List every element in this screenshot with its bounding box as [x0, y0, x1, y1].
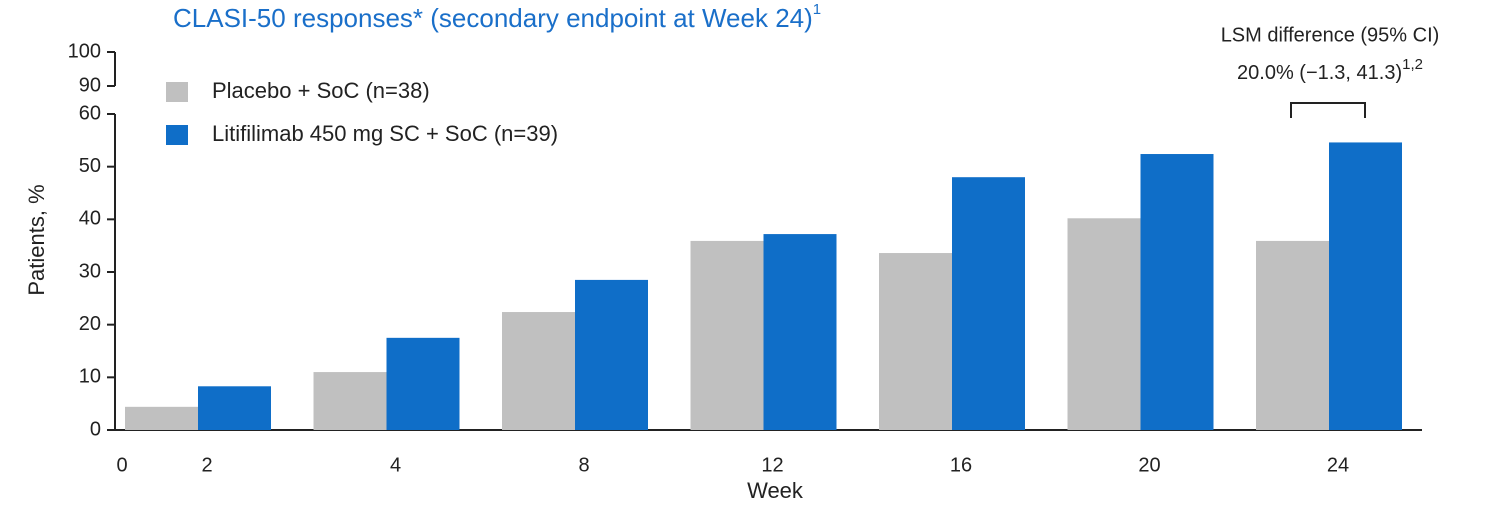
legend-label: Placebo + SoC (n=38) — [212, 78, 430, 103]
y-tick-label: 90 — [79, 74, 101, 96]
x-axis-label: Week — [747, 478, 804, 503]
annotation-text: 20.0% (−1.3, 41.3) — [1237, 62, 1402, 84]
chart-title-group: CLASI-50 responses* (secondary endpoint … — [173, 1, 821, 33]
y-tick-label: 20 — [79, 313, 101, 335]
y-tick-label: 100 — [68, 40, 101, 62]
bar — [1140, 154, 1214, 430]
y-tick-label: 40 — [79, 208, 101, 230]
bracket — [1290, 102, 1366, 118]
y-tick-label: 60 — [79, 102, 101, 124]
bar — [1329, 142, 1402, 430]
bar — [502, 312, 575, 430]
legend-label: Litifilimab 450 mg SC + SoC (n=39) — [212, 121, 558, 146]
bar — [125, 406, 198, 430]
x-tick-label: 12 — [761, 454, 783, 476]
bar — [198, 386, 271, 430]
y-axis-label: Patients, % — [24, 184, 49, 295]
bar — [1256, 240, 1329, 430]
x-start-label: 0 — [116, 454, 127, 476]
annotation-group: 20.0% (−1.3, 41.3)1,2 — [1237, 56, 1423, 84]
y-tick-label: 10 — [79, 366, 101, 388]
legend-swatch — [166, 125, 188, 145]
bar — [879, 253, 952, 430]
bar — [313, 372, 387, 430]
bar — [575, 279, 648, 430]
x-tick-label: 16 — [950, 454, 972, 476]
annotation-superscript: 1,2 — [1402, 56, 1423, 73]
annotation-heading: LSM difference (95% CI) — [1221, 24, 1440, 46]
x-tick-label: 4 — [390, 454, 401, 476]
bar — [952, 177, 1025, 430]
y-tick-label: 30 — [79, 260, 101, 282]
bar — [763, 234, 837, 430]
y-tick-label: 50 — [79, 155, 101, 177]
x-tick-label: 24 — [1327, 454, 1349, 476]
bar — [690, 240, 764, 430]
y-tick-label: 0 — [90, 418, 101, 440]
x-tick-label: 8 — [578, 454, 589, 476]
bar — [1067, 218, 1141, 430]
x-tick-label: 20 — [1138, 454, 1160, 476]
title-superscript: 1 — [813, 1, 821, 18]
legend-swatch — [166, 82, 188, 102]
x-tick-label: 2 — [201, 454, 212, 476]
bar — [386, 337, 460, 430]
chart-title: CLASI-50 responses* (secondary endpoint … — [173, 3, 813, 33]
